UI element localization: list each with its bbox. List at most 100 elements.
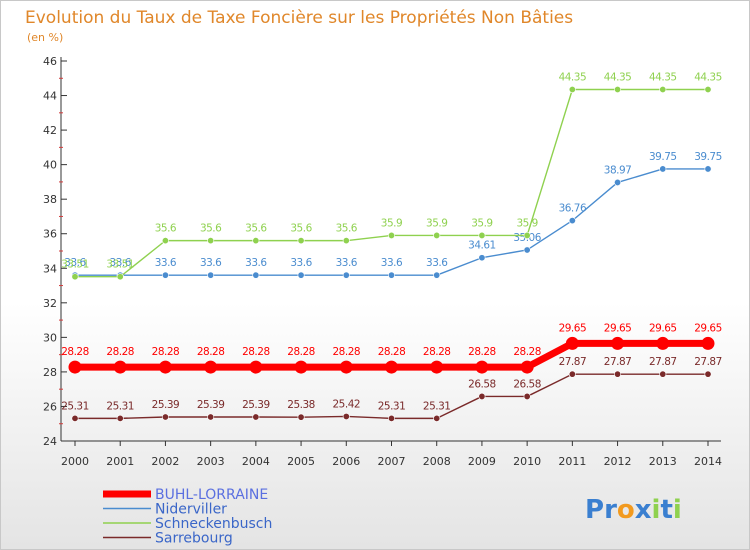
data-label: 29.65 — [559, 322, 587, 334]
data-label: 25.38 — [287, 399, 315, 411]
data-point — [523, 246, 531, 254]
y-tick-label: 44 — [43, 90, 57, 103]
data-point — [116, 273, 124, 281]
data-label: 25.31 — [423, 400, 451, 412]
data-label: 35.6 — [155, 223, 177, 235]
data-label: 28.28 — [423, 346, 451, 358]
data-point — [568, 86, 576, 94]
data-label: 34.61 — [468, 240, 496, 252]
x-tick-label: 2008 — [423, 455, 451, 468]
data-label: 35.6 — [290, 223, 312, 235]
data-point — [433, 231, 441, 239]
data-point — [207, 413, 215, 421]
data-label: 33.51 — [106, 259, 134, 271]
data-label: 36.76 — [559, 203, 587, 215]
data-point — [297, 237, 305, 245]
data-label: 28.28 — [378, 346, 406, 358]
data-label: 35.9 — [471, 217, 492, 229]
data-point — [297, 413, 305, 421]
logo-letter: P — [585, 495, 604, 525]
data-label: 33.6 — [155, 257, 177, 269]
y-tick-label: 26 — [43, 400, 57, 413]
x-tick-label: 2013 — [649, 455, 677, 468]
data-label: 44.35 — [559, 72, 587, 84]
data-point — [520, 360, 534, 374]
data-point — [116, 414, 124, 422]
logo-letter: x — [635, 495, 652, 525]
data-label: 33.6 — [426, 257, 448, 269]
data-point — [478, 254, 486, 262]
logo-letter: o — [617, 495, 635, 525]
data-point — [701, 336, 715, 350]
data-point — [252, 413, 260, 421]
data-point — [297, 271, 305, 279]
data-label: 25.39 — [242, 399, 270, 411]
data-point — [614, 86, 622, 94]
data-label: 44.35 — [649, 72, 677, 84]
data-point — [523, 231, 531, 239]
data-label: 28.28 — [333, 346, 361, 358]
data-label: 44.35 — [694, 72, 722, 84]
data-label: 35.6 — [200, 223, 222, 235]
data-point — [161, 271, 169, 279]
data-point — [71, 273, 79, 281]
data-point — [704, 370, 712, 378]
legend: BUHL-LORRAINENidervillerSchneckenbuschSa… — [103, 487, 272, 547]
data-label: 35.9 — [516, 217, 537, 229]
data-point — [71, 414, 79, 422]
logo-letter: i — [673, 495, 682, 525]
data-label: 33.6 — [381, 257, 403, 269]
data-point — [252, 237, 260, 245]
data-label: 39.75 — [649, 151, 677, 163]
data-label: 35.9 — [426, 217, 447, 229]
data-label: 27.87 — [694, 356, 722, 368]
y-tick-label: 28 — [43, 366, 57, 379]
data-point — [342, 237, 350, 245]
x-tick-label: 2000 — [61, 455, 89, 468]
data-label: 33.6 — [245, 257, 267, 269]
data-label: 28.28 — [61, 346, 89, 358]
data-label: 39.75 — [694, 151, 722, 163]
data-point — [294, 360, 308, 374]
data-label: 33.51 — [61, 259, 89, 271]
series-layer: 33.6 33.6 33.6 33.6 33.6 33.6 33.6 33.6 33.6 34.6… — [61, 72, 722, 422]
data-label: 33.6 — [336, 257, 358, 269]
logo-letter: i — [652, 495, 661, 525]
data-label: 35.6 — [245, 223, 267, 235]
data-label: 25.39 — [152, 399, 180, 411]
data-label: 25.31 — [61, 400, 89, 412]
y-tick-label: 36 — [43, 228, 57, 241]
series-niderviller: 33.6 33.6 33.6 33.6 33.6 33.6 33.6 33.6 33.6 34.6… — [64, 151, 722, 279]
proxiti-logo: Proxiti — [585, 495, 682, 525]
data-point — [565, 336, 579, 350]
data-point — [387, 231, 395, 239]
data-point — [387, 414, 395, 422]
data-label: 29.65 — [649, 322, 677, 334]
data-label: 35.9 — [381, 217, 402, 229]
x-tick-label: 2001 — [106, 455, 134, 468]
x-tick-label: 2006 — [332, 455, 360, 468]
data-label: 25.39 — [197, 399, 225, 411]
legend-entry: Sarrebourg — [155, 531, 233, 547]
data-label: 28.28 — [152, 346, 180, 358]
data-point — [249, 360, 263, 374]
data-point — [68, 360, 82, 374]
data-label: 38.97 — [604, 164, 632, 176]
y-tick-label: 38 — [43, 193, 57, 206]
x-tick-label: 2014 — [694, 455, 722, 468]
data-point — [704, 165, 712, 173]
data-label: 25.31 — [106, 400, 134, 412]
data-label: 29.65 — [694, 322, 722, 334]
data-point — [161, 413, 169, 421]
x-tick-label: 2003 — [197, 455, 225, 468]
data-label: 28.28 — [468, 346, 496, 358]
y-tick-label: 42 — [43, 124, 57, 137]
data-label: 27.87 — [649, 356, 677, 368]
data-label: 28.28 — [242, 346, 270, 358]
data-label: 44.35 — [604, 72, 632, 84]
data-point — [659, 165, 667, 173]
axes: 24 26 28 30 32 34 36 38 40 42 44 46 2000 2001 2002 2003… — [43, 55, 722, 468]
data-point — [568, 217, 576, 225]
